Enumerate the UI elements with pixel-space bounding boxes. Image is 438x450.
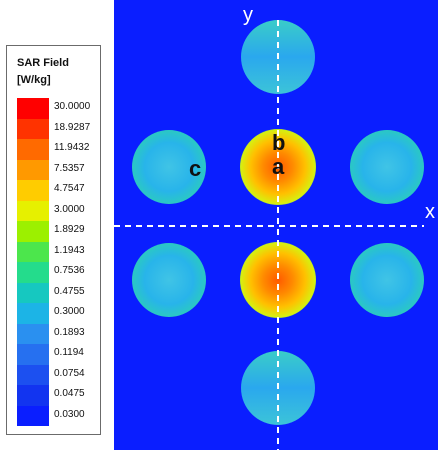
legend-tick-label: 0.1893 [54,326,85,338]
legend-tick-label: 11.9432 [54,142,90,153]
legend-tick-label: 1.1943 [54,244,85,256]
legend-swatch [17,241,49,262]
legend-tick-label: 0.3000 [54,306,85,317]
marker-b: b [272,130,286,155]
marker-c: c [189,156,202,181]
sar-field-map: y x b a c [114,0,438,450]
cell-lower-center [240,242,316,318]
legend-tick-label: 0.0754 [54,367,85,379]
legend-swatch [17,364,49,385]
legend-color-scale [17,98,49,426]
legend-tick-label: 7.5357 [54,162,85,174]
legend-swatch [17,221,49,242]
legend-swatch [17,323,49,344]
legend-swatch [17,303,49,324]
legend-tick-label: 1.8929 [54,224,85,235]
legend-swatch [17,200,49,221]
cell-lower-right [350,243,424,317]
legend-swatch [17,405,49,426]
legend-unit: [W/kg] [17,74,51,86]
legend-tick-label: 0.0300 [54,408,85,420]
legend-title: SAR Field [17,57,69,69]
sar-legend: SAR Field [W/kg] 30.0000 18.9287 11.9432 7.… [6,45,101,435]
legend-swatch [17,139,49,160]
legend-tick-label: 4.7547 [54,183,85,194]
marker-a: a [272,154,285,179]
y-axis-label: y [243,4,253,26]
legend-tick-label: 0.1194 [54,347,84,358]
legend-tick-label: 18.9287 [54,121,91,133]
legend-tick-label: 0.0475 [54,388,85,399]
legend-swatch [17,282,49,303]
legend-tick-label: 3.0000 [54,203,85,215]
cell-lower-left [132,243,206,317]
legend-swatch [17,98,49,119]
legend-swatch [17,344,49,365]
legend-swatch [17,262,49,283]
cell-upper-right [350,130,424,204]
legend-swatch [17,180,49,201]
legend-tick-label: 0.4755 [54,285,85,297]
x-axis-label: x [425,201,435,223]
legend-swatch [17,159,49,180]
legend-swatch [17,118,49,139]
legend-tick-label: 0.7536 [54,265,85,276]
legend-tick-label: 30.0000 [54,101,91,112]
legend-swatch [17,385,49,406]
cell-upper-left [132,130,206,204]
